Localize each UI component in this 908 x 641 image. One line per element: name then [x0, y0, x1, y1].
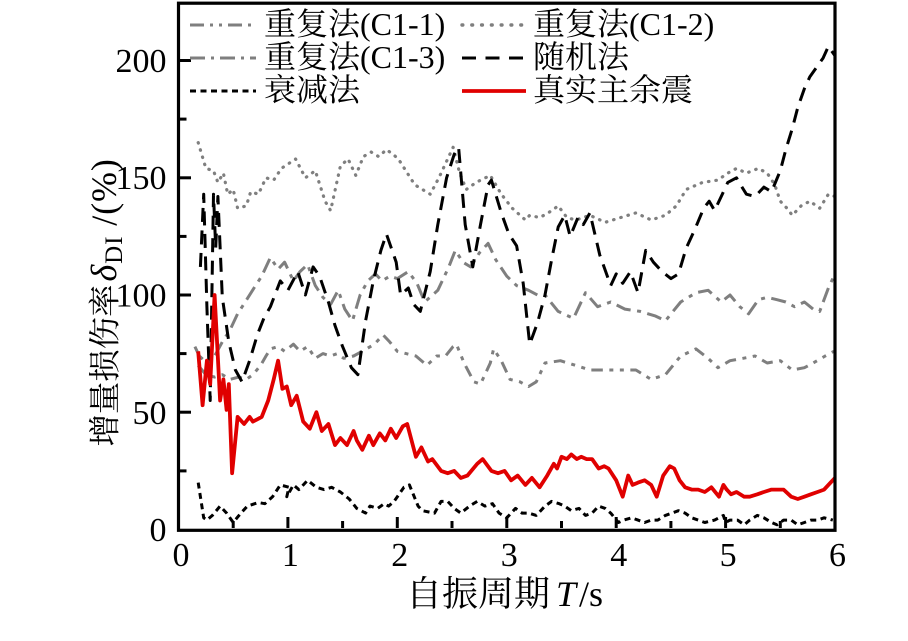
- svg-text:(C1-1): (C1-1): [360, 6, 445, 42]
- svg-text:0: 0: [173, 537, 190, 574]
- svg-text:4: 4: [610, 537, 627, 574]
- svg-text:2: 2: [391, 537, 408, 574]
- svg-text:100: 100: [116, 278, 167, 315]
- svg-text:6: 6: [829, 537, 846, 574]
- svg-text:0: 0: [150, 512, 167, 549]
- svg-text:(C1-3): (C1-3): [360, 39, 445, 75]
- svg-text:δDI /(%): δDI /(%): [84, 158, 128, 281]
- svg-text:200: 200: [116, 43, 167, 80]
- svg-text:150: 150: [116, 160, 167, 197]
- svg-text:T/s: T/s: [556, 574, 603, 614]
- svg-text:5: 5: [720, 537, 737, 574]
- svg-text:50: 50: [133, 395, 167, 432]
- svg-text:(C1-2): (C1-2): [629, 6, 714, 42]
- svg-text:1: 1: [282, 537, 299, 574]
- svg-text:3: 3: [501, 537, 518, 574]
